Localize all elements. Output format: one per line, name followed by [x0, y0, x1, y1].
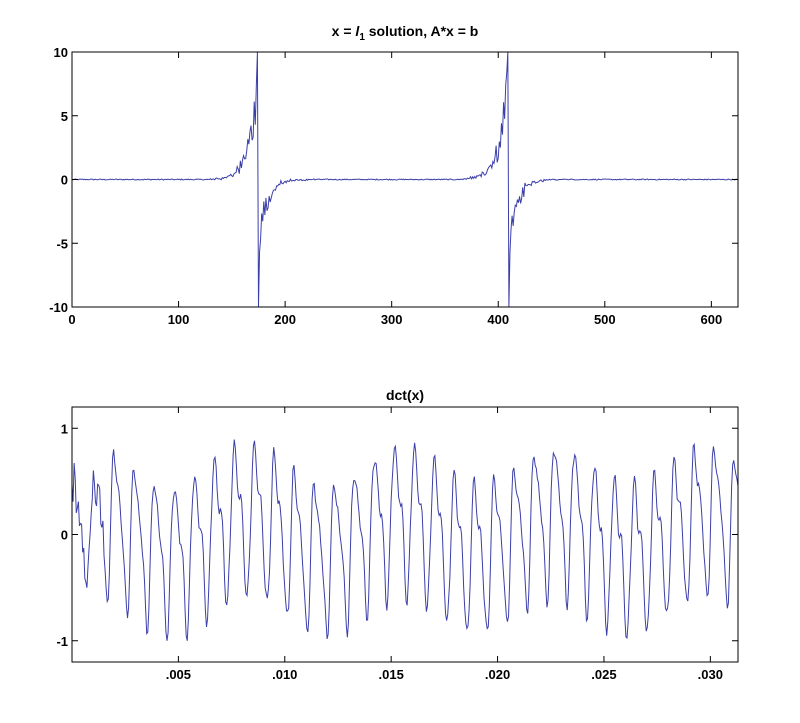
- chart-top-line: [71, 51, 738, 308]
- x-tick-label: 100: [168, 312, 190, 327]
- chart-top-ticks: 0 100 200 300 400 500 600 10 5 0 -5 -10: [49, 45, 738, 327]
- y-tick-label: 1: [61, 421, 68, 436]
- x-tick-label: .030: [698, 667, 723, 682]
- x-tick-label: 0: [68, 312, 75, 327]
- chart-bottom-title: dct(x): [386, 387, 424, 403]
- y-tick-label: -1: [56, 634, 68, 649]
- chart-bottom-axes: [71, 406, 739, 663]
- chart-top-series: [71, 51, 738, 308]
- x-tick-label: .025: [591, 667, 616, 682]
- x-tick-label: .015: [379, 667, 404, 682]
- chart-bottom-line: [71, 439, 739, 641]
- y-tick-label: 0: [61, 528, 68, 543]
- x-tick-label: .020: [485, 667, 510, 682]
- x-tick-label: 200: [274, 312, 296, 327]
- x-tick-label: 500: [594, 312, 616, 327]
- y-tick-label: 0: [61, 173, 68, 188]
- chart-bottom: dct(x) .005 .010 .015 .020 .025 .030 1 0 -1: [56, 387, 739, 682]
- y-tick-label: -10: [49, 300, 68, 315]
- x-tick-label: 400: [487, 312, 509, 327]
- chart-bottom-series: [71, 439, 739, 641]
- x-tick-label: .005: [166, 667, 191, 682]
- x-tick-label: 600: [701, 312, 723, 327]
- y-tick-label: -5: [56, 236, 68, 251]
- chart-bottom-ticks: .005 .010 .015 .020 .025 .030 1 0 -1: [56, 407, 738, 682]
- chart-top-title: x = l1 solution, A*x = b: [332, 23, 479, 43]
- x-tick-label: 300: [381, 312, 403, 327]
- chart-top: x = l1 solution, A*x = b 0 100 200 300 400 50…: [49, 23, 739, 327]
- y-tick-label: 10: [54, 45, 68, 60]
- x-tick-label: .010: [272, 667, 297, 682]
- y-tick-label: 5: [61, 109, 68, 124]
